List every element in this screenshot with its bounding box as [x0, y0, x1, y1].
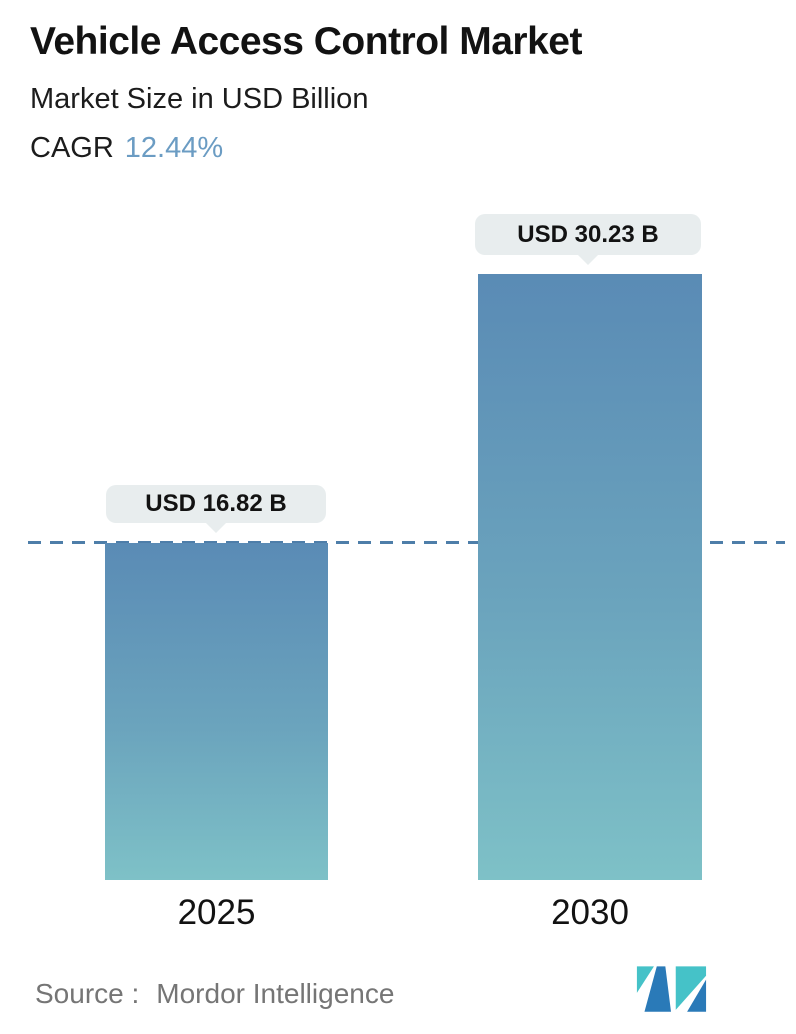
- bar-2030: [478, 274, 702, 880]
- value-label-2025-text: USD 16.82 B: [145, 490, 287, 517]
- bar-2025: [105, 543, 328, 880]
- page-title: Vehicle Access Control Market: [30, 20, 582, 63]
- reference-dashed-line: [28, 541, 785, 544]
- source-label: Source :: [35, 978, 140, 1009]
- x-axis-label-2025: 2025: [177, 893, 256, 932]
- value-label-2025: USD 16.82 B: [106, 485, 326, 523]
- source-line: Source : Mordor Intelligence: [35, 978, 394, 1010]
- cagr-value: 12.44%: [124, 132, 224, 164]
- logo-blue-left-band: [644, 966, 671, 1012]
- value-label-2030: USD 30.23 B: [475, 214, 701, 255]
- chart-subtitle: Market Size in USD Billion: [30, 83, 369, 115]
- value-label-2030-text: USD 30.23 B: [517, 220, 659, 248]
- cagr-line: CAGR 12.44%: [30, 132, 223, 165]
- x-axis-label-2030: 2030: [551, 893, 629, 932]
- cagr-label: CAGR: [30, 132, 114, 164]
- mordor-intelligence-logo: [636, 966, 707, 1012]
- source-value: Mordor Intelligence: [156, 978, 395, 1009]
- logo-teal-right-shape: [675, 966, 707, 1010]
- logo-teal-left-triangle: [636, 966, 654, 993]
